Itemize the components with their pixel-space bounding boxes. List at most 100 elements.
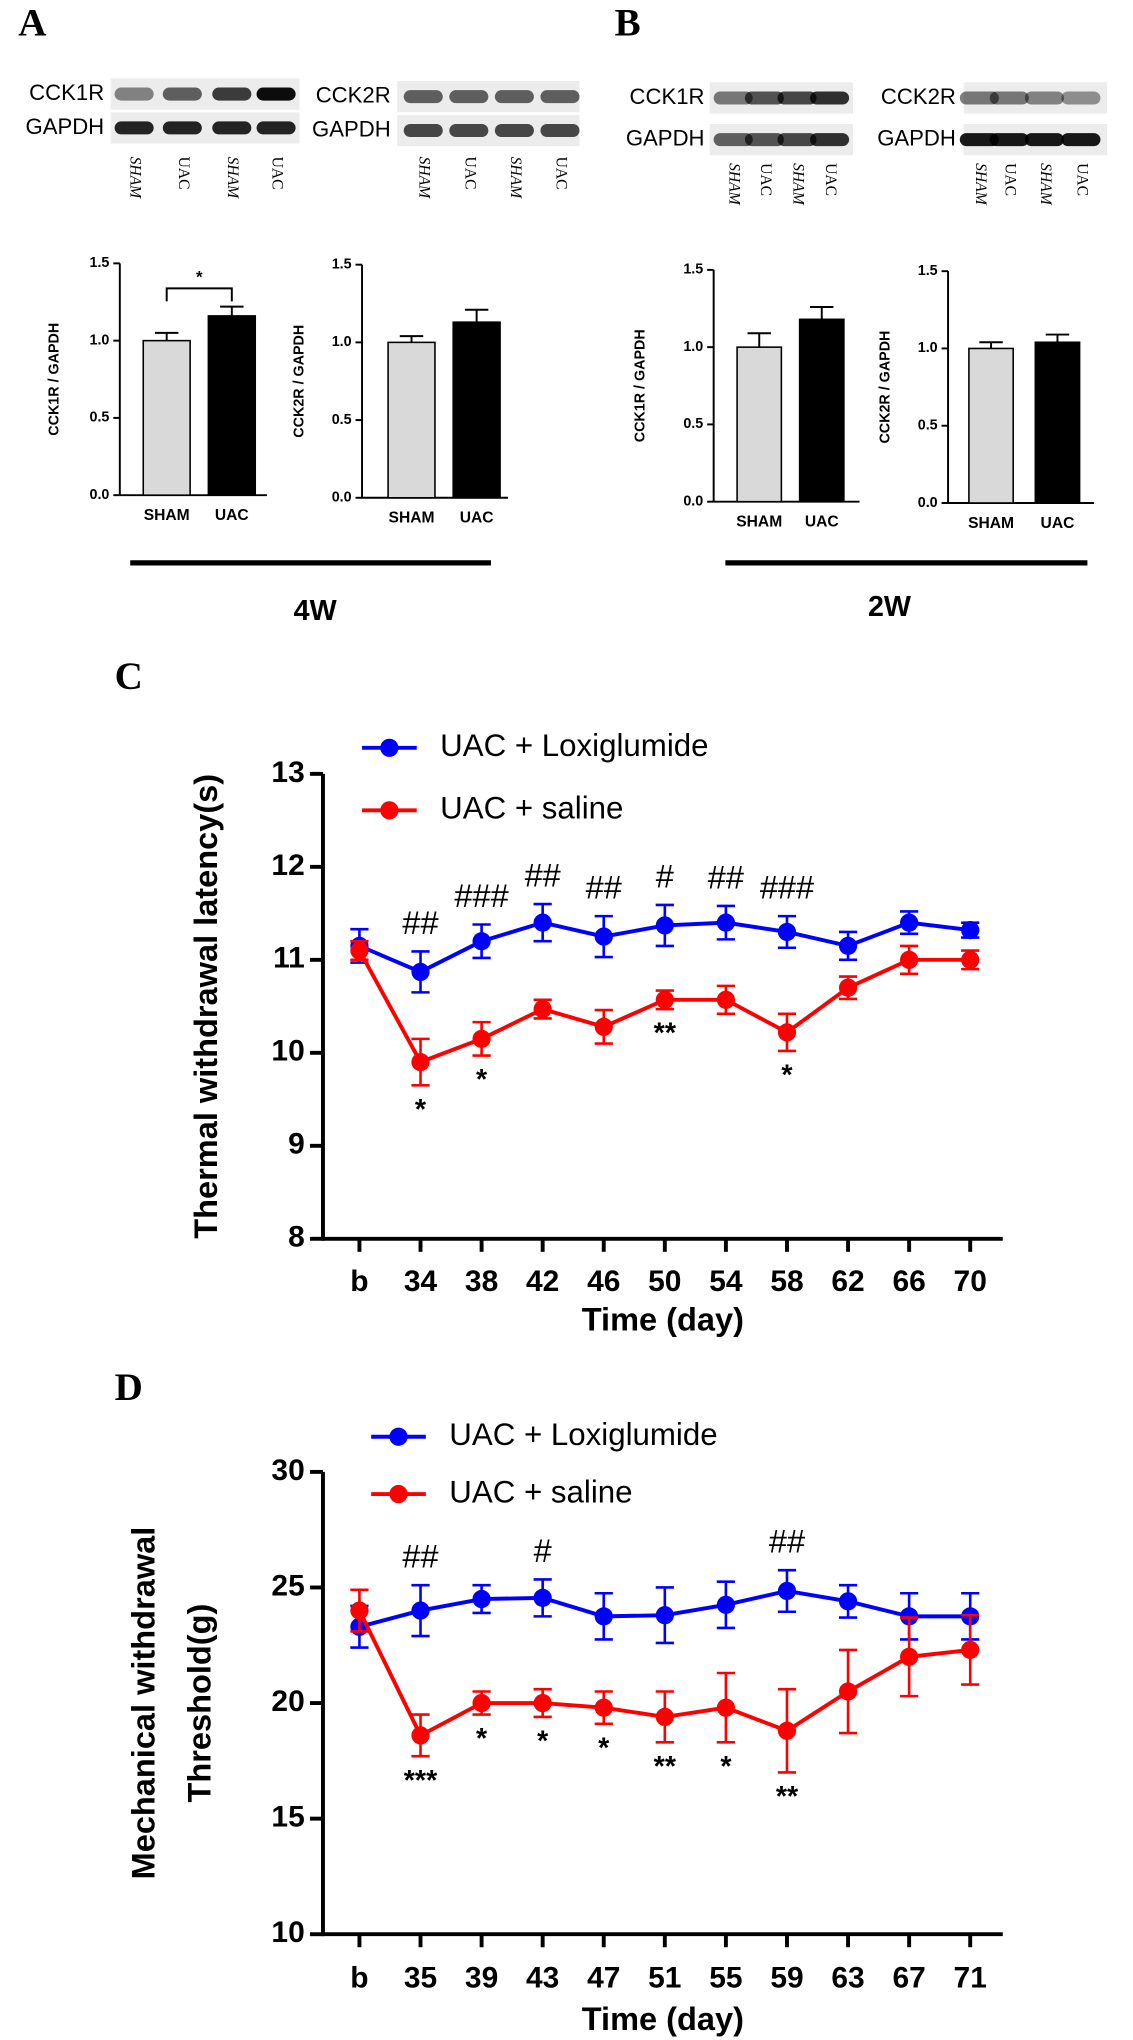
data-point [411,1601,430,1620]
blot-band [212,87,252,101]
x-tick-label: 71 [954,1962,987,1995]
data-point [716,913,736,932]
data-point [350,1601,369,1620]
legend-label: UAC + saline [440,791,623,826]
blot-band [114,87,154,101]
duration-label: 4W [294,595,337,627]
blot-band [212,121,252,135]
lane-label: UAC [1002,163,1019,196]
blot-band [713,133,753,147]
y-tick-label: 25 [271,1569,304,1602]
x-tick-label: 66 [892,1265,925,1298]
bar [207,315,257,496]
x-tick-label: 51 [648,1962,681,1995]
y-tick-label: 1.0 [918,340,938,356]
significance-label: ## [708,859,744,895]
blot-band [959,91,999,105]
y-axis-label: CCK1R / GAPDH [46,323,62,436]
panel-label: A [18,1,46,44]
x-tick-label: 55 [709,1962,742,1995]
bar [387,341,436,499]
blot-band [494,124,534,138]
y-axis-label: Mechanical withdrawal [125,1527,161,1880]
x-tick-label: 34 [404,1265,438,1298]
significance-label: ## [586,870,622,906]
x-tick-label: 46 [587,1265,620,1298]
y-tick-label: 1.0 [332,334,352,350]
data-point [838,1592,858,1611]
blot-row-label: GAPDH [312,116,391,141]
x-axis-label: Time (day) [582,1302,744,1338]
significance-label: ** [776,1781,799,1813]
blot-band [114,121,154,135]
significance-label: * [476,1723,488,1755]
data-point [594,1017,613,1036]
x-axis-label: Time (day) [582,2001,744,2037]
legend-marker [380,738,399,757]
blot-band [403,124,443,138]
panel-label: B [615,1,641,44]
y-tick-label: 15 [271,1801,304,1834]
y-tick-label: 10 [271,1035,304,1068]
data-point [777,922,797,942]
y-tick-label: 8 [288,1221,305,1254]
blot-row-label: GAPDH [877,125,956,150]
blot-band [744,133,784,147]
data-point [411,962,430,982]
data-point [900,913,919,932]
y-tick-label: 0.5 [683,416,703,432]
legend-label: UAC + Loxiglumide [440,728,708,763]
y-tick-label: 10 [271,1916,304,1949]
x-tick-label: UAC [215,507,249,524]
legend-marker [389,1427,408,1446]
blot-band [989,91,1029,105]
blot-band [449,90,489,104]
y-tick-label: 11 [273,942,305,975]
significance-label: * [476,1064,488,1096]
y-tick-label: 1.5 [332,256,352,272]
lane-label: SHAM [127,157,144,200]
data-point [655,1606,674,1625]
significance-label: *** [404,1765,438,1797]
blot-band [256,87,296,101]
y-tick-label: 1.5 [89,255,109,271]
blot-row-label: CCK2R [316,83,391,108]
data-point [777,1581,797,1601]
blot-band [162,121,202,135]
x-tick-label: 54 [709,1265,743,1298]
x-tick-label: 43 [526,1962,559,1995]
data-point [655,1707,674,1727]
y-tick-label: 0.0 [332,490,352,506]
data-point [777,1023,797,1042]
x-tick-label: 58 [770,1265,803,1298]
x-tick-label: UAC [1041,515,1075,532]
data-point [472,1029,491,1048]
data-point [594,927,613,946]
bar [1034,341,1081,504]
y-tick-label: 20 [271,1685,304,1718]
significance-label: * [537,1726,549,1758]
x-tick-label: SHAM [968,515,1014,532]
y-tick-label: 0.0 [918,495,938,511]
panel-label: D [115,1366,143,1409]
legend-marker [380,801,399,820]
blot-row-label: CCK1R [630,84,705,109]
lane-label: SHAM [1037,163,1054,206]
lane-label: SHAM [972,163,989,206]
lane-label: UAC [175,157,192,190]
data-point [838,1682,858,1701]
data-point [350,941,369,960]
legend-label: UAC + saline [449,1474,632,1509]
x-tick-label: 38 [465,1265,498,1298]
data-point [900,950,919,969]
bar [452,321,501,499]
lane-label: SHAM [416,157,433,200]
blot-band [162,87,202,101]
y-tick-label: 0.5 [332,412,352,428]
lane-label: UAC [269,157,286,190]
data-point [777,1721,797,1740]
y-axis-label: Threshold(g) [181,1604,217,1803]
blot-band [1061,133,1101,147]
blot-band [777,91,817,105]
